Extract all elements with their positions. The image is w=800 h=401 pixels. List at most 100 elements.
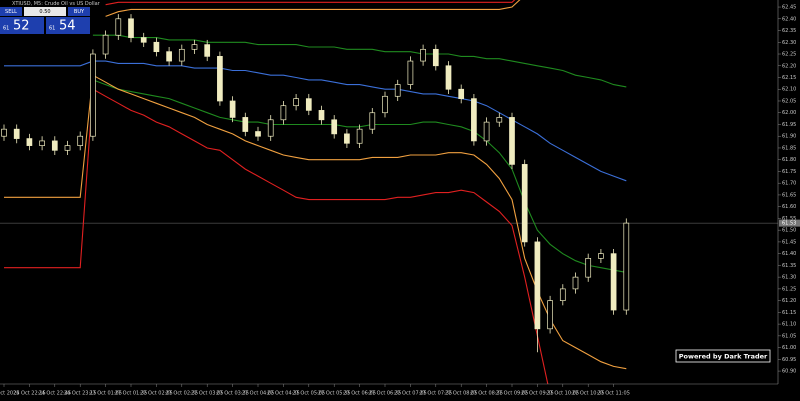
- candle-body: [217, 56, 223, 102]
- candle-body: [13, 128, 20, 139]
- candle-body: [610, 253, 617, 311]
- last-price-tag: [779, 219, 800, 227]
- lots-input[interactable]: [24, 7, 66, 16]
- candle-body: [369, 112, 376, 130]
- candle-body: [204, 44, 211, 57]
- x-tick-label: 27 Oct 05:35: [318, 391, 351, 397]
- x-tick-label: 27 Oct 07:05: [394, 391, 427, 397]
- candle-body: [51, 140, 58, 151]
- plot-area: [0, 0, 778, 384]
- candle-body: [305, 98, 312, 111]
- candle-body: [140, 37, 147, 43]
- x-tick-label: 27 Oct 10:35: [572, 391, 605, 397]
- candle-body: [483, 121, 490, 142]
- y-tick-label: 61.15: [782, 310, 796, 316]
- x-tick-label: 27 Oct 01:35: [115, 391, 148, 397]
- candle-body: [26, 138, 33, 146]
- band-line: [105, 0, 521, 17]
- candle-body: [420, 48, 426, 62]
- buy-label: BUY: [74, 9, 85, 15]
- candle-body: [90, 53, 96, 137]
- sell-button[interactable]: [0, 7, 22, 16]
- candle-body: [394, 84, 401, 97]
- y-tick-label: 61.70: [782, 181, 796, 187]
- candle-body: [1, 128, 7, 137]
- candle-body: [509, 117, 515, 165]
- y-tick-label: 61.30: [782, 275, 796, 281]
- x-tick-label: 27 Oct 11:05: [597, 391, 630, 397]
- x-tick-label: 27 Oct 10:05: [546, 391, 579, 397]
- candle-body: [191, 44, 198, 50]
- candle-body: [178, 48, 185, 62]
- y-tick-label: 62.30: [782, 40, 796, 46]
- y-tick-label: 61.65: [782, 192, 796, 198]
- candle-body: [267, 119, 274, 137]
- candle-body: [623, 222, 630, 311]
- candle-body: [39, 140, 45, 146]
- chart-title: XTIUSD, M5: Crude Oil vs US Dollar: [12, 1, 101, 7]
- bid-big: 61: [3, 26, 9, 32]
- candle-body: [356, 128, 363, 144]
- x-tick-label: 27 Oct 09:35: [521, 391, 554, 397]
- candle-body: [445, 65, 452, 90]
- candle-body: [255, 131, 261, 137]
- y-tick-label: 62.45: [782, 5, 796, 11]
- candle-body: [534, 241, 541, 330]
- last-price-label: 61.53: [782, 221, 796, 227]
- candle-body: [153, 41, 160, 53]
- x-tick-label: 27 Oct 05:05: [292, 391, 325, 397]
- y-tick-label: 62.15: [782, 75, 796, 81]
- candle-body: [128, 18, 134, 38]
- trade-panel: SELL 0.50 BUY 61 52 61 54: [0, 7, 90, 34]
- y-tick-label: 61.25: [782, 286, 796, 292]
- y-tick-label: 61.90: [782, 134, 796, 140]
- y-tick-label: 60.90: [782, 369, 796, 375]
- candle-body: [458, 88, 465, 99]
- candle-body: [115, 18, 122, 36]
- y-tick-label: 61.35: [782, 263, 796, 269]
- y-tick-label: 62.25: [782, 52, 796, 58]
- bid-box[interactable]: [0, 17, 44, 34]
- band-line: [4, 60, 627, 182]
- y-tick-label: 61.80: [782, 157, 796, 163]
- band-line: [4, 74, 627, 370]
- candle-body: [521, 164, 528, 243]
- candle-body: [293, 98, 299, 107]
- ask-box[interactable]: [46, 17, 90, 34]
- candle-body: [598, 253, 604, 259]
- candle-body: [229, 100, 236, 118]
- candle-body: [77, 135, 84, 146]
- x-tick-label: 27 Oct 07:35: [419, 391, 452, 397]
- candle-body: [242, 117, 249, 132]
- sell-label: SELL: [5, 9, 17, 15]
- watermark-box: [675, 349, 771, 363]
- candle-body: [280, 105, 287, 121]
- y-tick-label: 61.45: [782, 239, 796, 245]
- ask-small: 54: [59, 19, 76, 34]
- x-tick-label: 27 Oct 04:35: [267, 391, 300, 397]
- band-line: [92, 34, 627, 88]
- x-tick-label: 27 Oct 06:35: [369, 391, 402, 397]
- candle-body: [102, 34, 109, 55]
- y-tick-label: 62.20: [782, 63, 796, 69]
- x-tick-label: 27 Oct 04:05: [242, 391, 275, 397]
- x-tick-label: 27 Oct 08:05: [445, 391, 478, 397]
- y-tick-label: 61.05: [782, 333, 796, 339]
- y-tick-label: 61.50: [782, 228, 796, 234]
- candle-body: [64, 145, 71, 151]
- candle-body: [496, 117, 503, 123]
- x-tick-label: 24 Oct 23:15: [64, 391, 97, 397]
- candle-body: [572, 276, 579, 290]
- buy-button[interactable]: [68, 7, 90, 16]
- x-tick-label: 27 Oct 03:05: [191, 391, 224, 397]
- y-tick-label: 61.00: [782, 345, 796, 351]
- ask-big: 61: [49, 26, 55, 32]
- candle-body: [547, 300, 553, 330]
- y-tick-label: 61.75: [782, 169, 796, 175]
- candle-body: [585, 257, 592, 278]
- candle-body: [471, 98, 477, 142]
- band-line: [105, 0, 516, 6]
- y-tick-label: 62.35: [782, 28, 796, 34]
- lots-value: 0.50: [39, 9, 50, 15]
